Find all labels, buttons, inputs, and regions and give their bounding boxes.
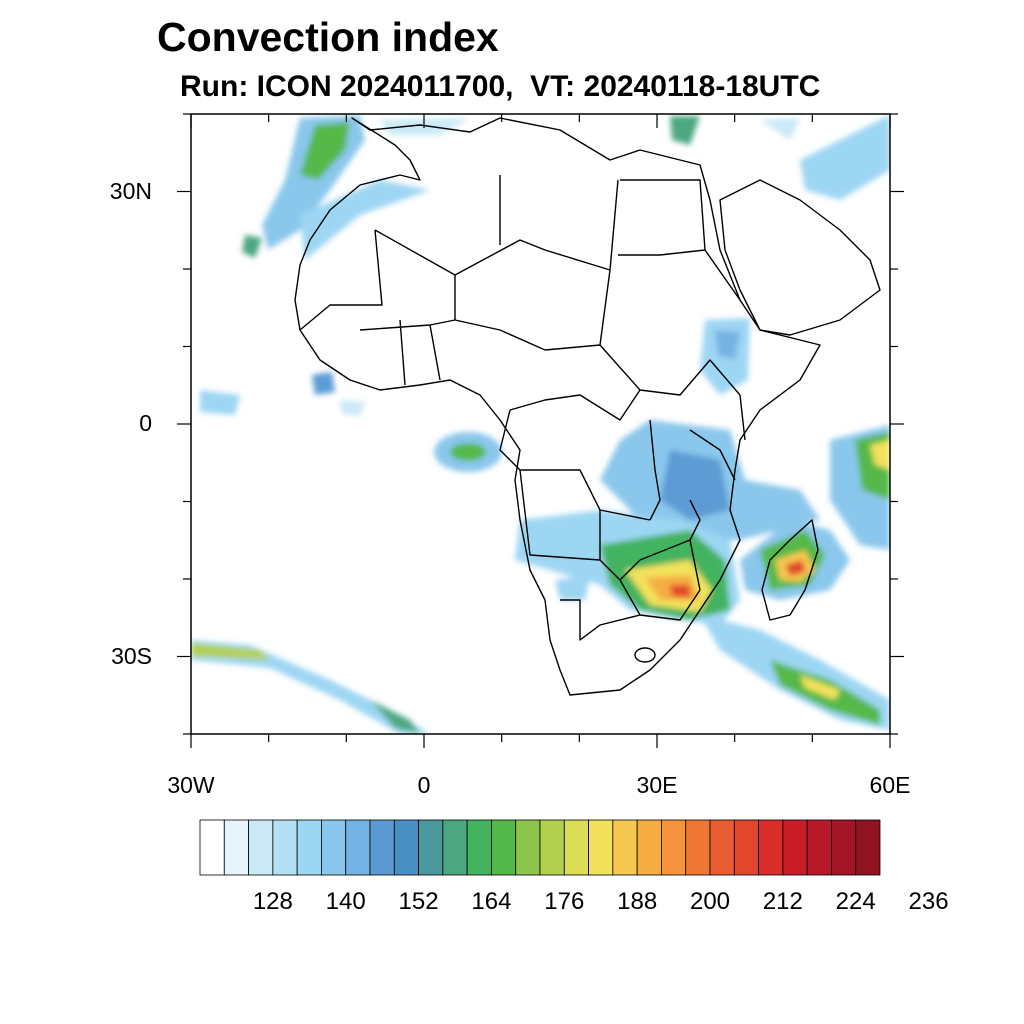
colorbar-label: 152 — [398, 888, 439, 915]
colorbar-label: 224 — [835, 888, 876, 915]
x-tick-label: 30W — [167, 772, 215, 798]
south-atlantic-band — [191, 640, 430, 734]
x-tick-label: 30E — [636, 772, 678, 798]
madagascar-coastline — [761, 519, 819, 621]
convection-field — [191, 115, 890, 734]
y-tick-label: 30S — [111, 642, 152, 669]
axis-ticks — [177, 113, 904, 748]
colorbar-label: 236 — [908, 888, 949, 915]
arabia-coastline — [719, 179, 881, 336]
africa-coastline — [294, 117, 821, 696]
colorbar-label: 128 — [252, 888, 293, 915]
nw-africa-band-core — [300, 122, 350, 180]
colorbar-label: 200 — [689, 888, 731, 915]
country-borders — [294, 117, 881, 696]
y-tick-label: 30N — [109, 177, 152, 204]
y-tick-label: 0 — [139, 410, 152, 436]
x-tick-label: 60E — [869, 772, 911, 798]
colorbar-label: 188 — [617, 888, 658, 915]
x-tick-label: 0 — [417, 772, 431, 798]
colorbar-label: 176 — [544, 888, 585, 915]
colorbar-label: 212 — [762, 888, 803, 915]
colorbar-label: 140 — [325, 888, 366, 915]
chart-subtitle: Run: ICON 2024011700, VT: 20240118-18UTC — [180, 70, 821, 103]
colorbar-label: 164 — [471, 888, 512, 915]
chart-title: Convection index — [157, 14, 499, 60]
